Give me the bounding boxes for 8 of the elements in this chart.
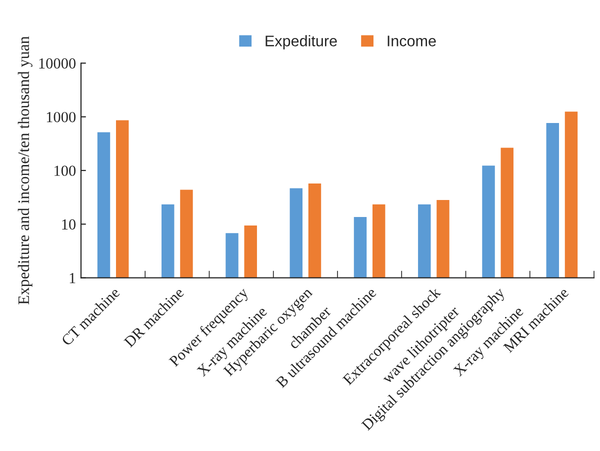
y-tick-label: 1000 bbox=[46, 112, 76, 122]
y-tick-label: 1 bbox=[70, 273, 76, 284]
y-tick-label: 10000 bbox=[39, 58, 76, 69]
legend-label: Income bbox=[388, 36, 436, 46]
y-tick-label: 10 bbox=[62, 219, 76, 230]
y-axis-title: Expediture and income/ten thousand yuan bbox=[18, 36, 32, 304]
legend-label: Expediture bbox=[266, 35, 337, 50]
y-tick-label: 100 bbox=[54, 166, 76, 176]
